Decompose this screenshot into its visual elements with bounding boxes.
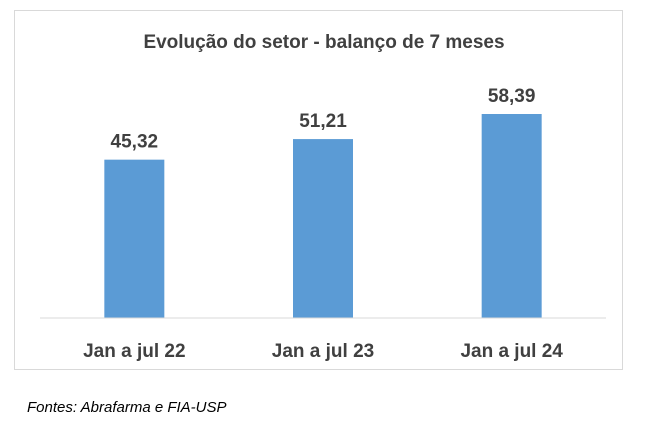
data-label: 51,21 (299, 111, 347, 132)
x-tick-label: Jan a jul 23 (272, 341, 374, 362)
bar (293, 139, 353, 318)
data-label: 58,39 (488, 86, 536, 107)
source-note: Fontes: Abrafarma e FIA-USP (27, 399, 227, 416)
bar (104, 159, 165, 318)
chart-title: Evolução do setor - balanço de 7 meses (143, 32, 504, 53)
bar (481, 114, 542, 318)
x-tick-label: Jan a jul 22 (83, 341, 185, 362)
data-label: 45,32 (111, 132, 159, 153)
x-tick-label: Jan a jul 24 (460, 341, 563, 362)
